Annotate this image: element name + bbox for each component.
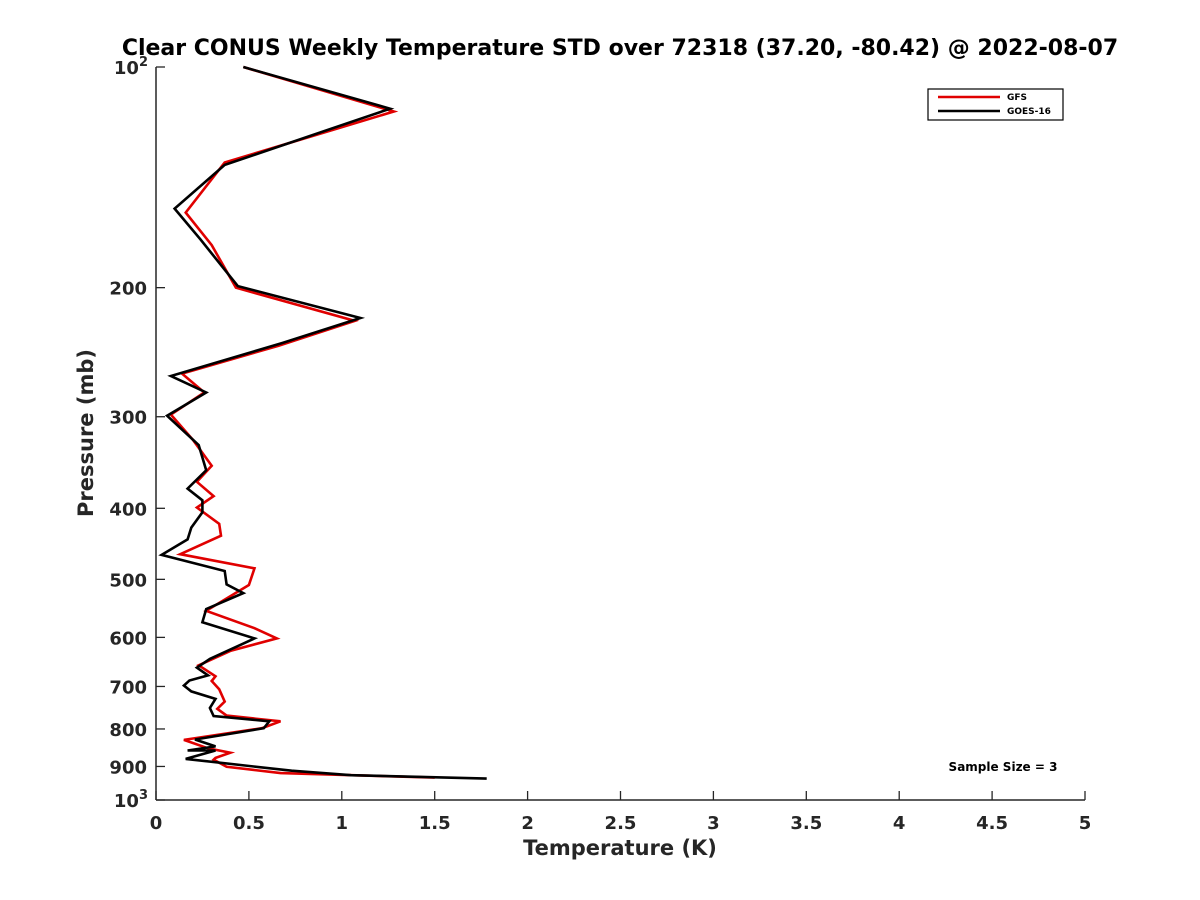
x-tick-label: 1.5 xyxy=(419,813,451,834)
y-tick-label: 102 xyxy=(114,55,148,79)
x-tick-label: 4.5 xyxy=(976,813,1008,834)
sample-size-annotation: Sample Size = 3 xyxy=(949,760,1058,774)
y-tick-label: 200 xyxy=(109,279,147,300)
x-tick-label: 1 xyxy=(336,813,349,834)
x-tick-label: 2.5 xyxy=(605,813,637,834)
x-tick-label: 3.5 xyxy=(790,813,822,834)
x-tick-label: 0 xyxy=(150,813,163,834)
x-axis-label: Temperature (K) xyxy=(523,836,717,860)
x-tick-label: 5 xyxy=(1079,813,1092,834)
x-tick-label: 3 xyxy=(707,813,720,834)
y-axis-label: Pressure (mb) xyxy=(74,349,98,517)
legend: GFS GOES-16 xyxy=(927,88,1064,121)
chart-title: Clear CONUS Weekly Temperature STD over … xyxy=(122,36,1118,61)
legend-label-gfs: GFS xyxy=(1007,93,1027,103)
x-axis-ticks: 0 0.5 1 1.5 2 2.5 3 3.5 4 4.5 5 xyxy=(150,791,1092,834)
x-tick-label: 4 xyxy=(893,813,906,834)
series-layer xyxy=(158,65,487,780)
y-tick-label: 103 xyxy=(114,788,148,812)
y-tick-label: 900 xyxy=(109,757,147,778)
y-tick-label: 300 xyxy=(109,408,147,429)
x-tick-label: 0.5 xyxy=(233,813,265,834)
x-tick-label: 2 xyxy=(521,813,534,834)
y-tick-label: 400 xyxy=(109,499,147,520)
legend-label-goes16: GOES-16 xyxy=(1007,107,1051,117)
y-tick-label: 600 xyxy=(109,628,147,649)
y-tick-label: 700 xyxy=(109,677,147,698)
series-line-gfs xyxy=(168,65,435,779)
y-tick-label: 800 xyxy=(109,720,147,741)
y-axis-ticks: 102 200 300 400 500 600 700 800 900 103 xyxy=(109,55,165,812)
y-tick-label: 500 xyxy=(109,570,147,591)
series-line-goes16 xyxy=(158,65,487,780)
legend-box xyxy=(927,88,1064,121)
plot-area xyxy=(155,67,1085,801)
